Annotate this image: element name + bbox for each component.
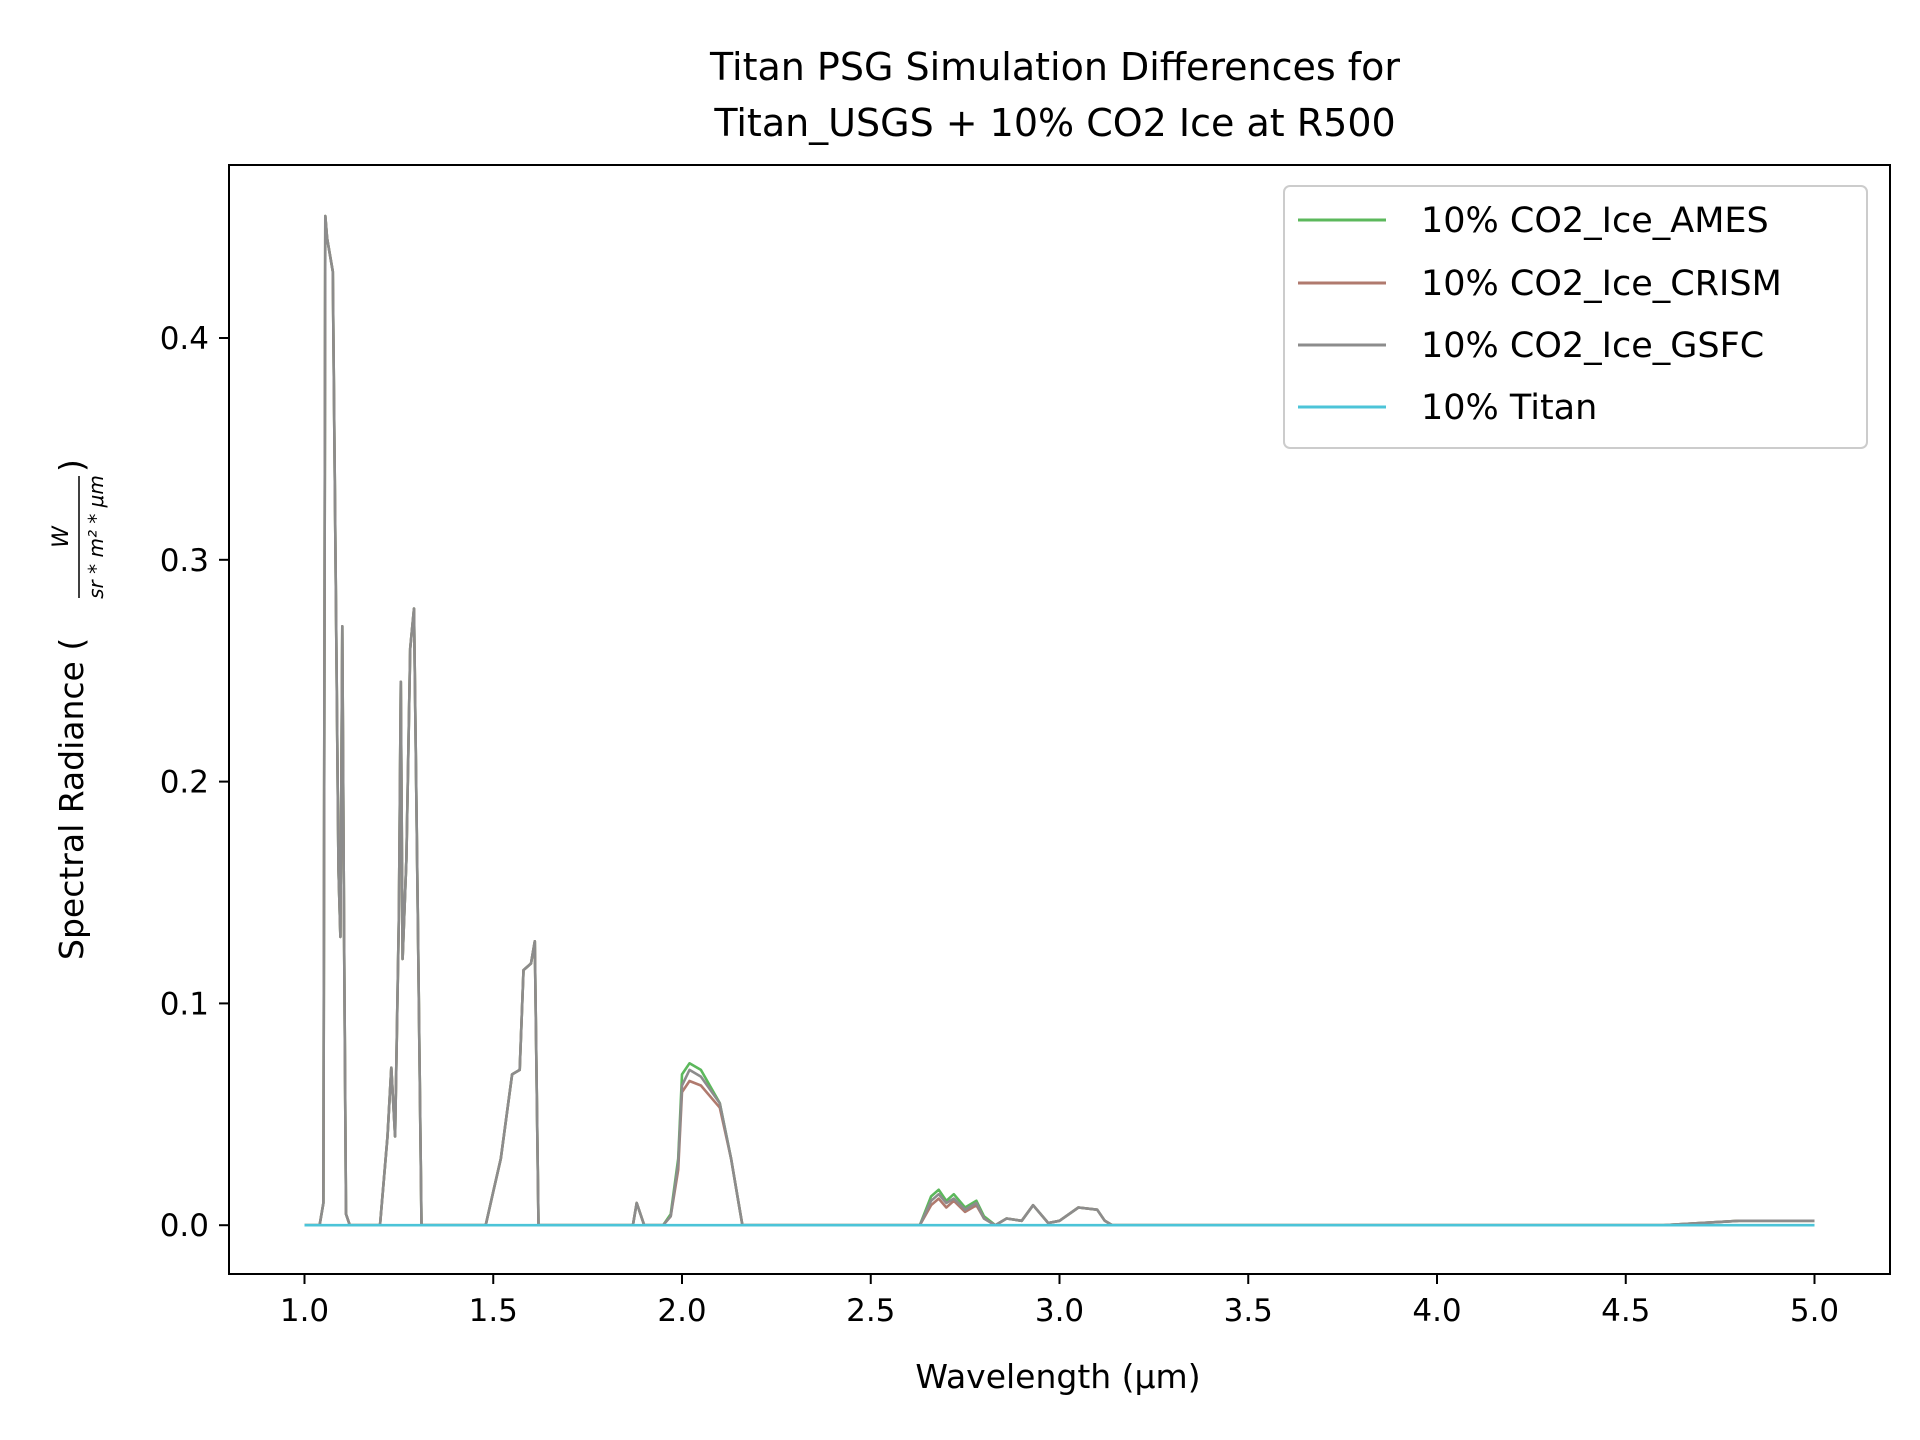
y-axis-unit-denominator: sr * m² * μm (84, 475, 108, 599)
y-axis-ticks: 0.0 0.1 0.2 0.3 0.4 (160, 321, 229, 1244)
chart-title-line-1: Titan PSG Simulation Differences for (709, 45, 1400, 89)
x-tick-label: 3.0 (1035, 1293, 1084, 1329)
y-tick-label: 0.2 (160, 765, 209, 801)
y-tick-label: 0.4 (160, 321, 209, 357)
y-axis-label-text: Spectral Radiance ( (52, 638, 91, 960)
legend-label-ames: 10% CO2_Ice_AMES (1421, 201, 1769, 241)
x-tick-label: 2.5 (846, 1293, 895, 1329)
x-tick-label: 1.0 (280, 1293, 329, 1329)
y-axis-label: Spectral Radiance ( W sr * m² * μm ) (49, 459, 108, 960)
y-tick-label: 0.3 (160, 543, 209, 579)
x-tick-label: 4.5 (1601, 1293, 1650, 1329)
chart-title-line-2: Titan_USGS + 10% CO2 Ice at R500 (713, 101, 1395, 145)
x-tick-label: 3.5 (1224, 1293, 1273, 1329)
legend-label-titan: 10% Titan (1421, 388, 1597, 428)
legend-box (1283, 185, 1868, 449)
y-tick-label: 0.1 (160, 986, 209, 1022)
x-axis-ticks: 1.0 1.5 2.0 2.5 3.0 3.5 4.0 4.5 5.0 (280, 1274, 1839, 1329)
legend: 10% CO2_Ice_AMES 10% CO2_Ice_CRISM 10% C… (1283, 185, 1868, 449)
x-tick-label: 4.0 (1412, 1293, 1461, 1329)
plot-frame (228, 164, 1891, 1275)
legend-label-gsfc: 10% CO2_Ice_GSFC (1421, 326, 1764, 366)
x-axis-label: Wavelength (μm) (915, 1357, 1200, 1396)
y-axis-unit-numerator: W (49, 525, 74, 548)
y-tick-label: 0.0 (160, 1208, 209, 1244)
x-tick-label: 1.5 (469, 1293, 518, 1329)
x-tick-label: 2.0 (657, 1293, 706, 1329)
legend-label-crism: 10% CO2_Ice_CRISM (1421, 264, 1782, 304)
x-tick-label: 5.0 (1790, 1293, 1839, 1329)
series-layer (304, 214, 1815, 1227)
y-axis-label-close: ) (52, 459, 91, 472)
